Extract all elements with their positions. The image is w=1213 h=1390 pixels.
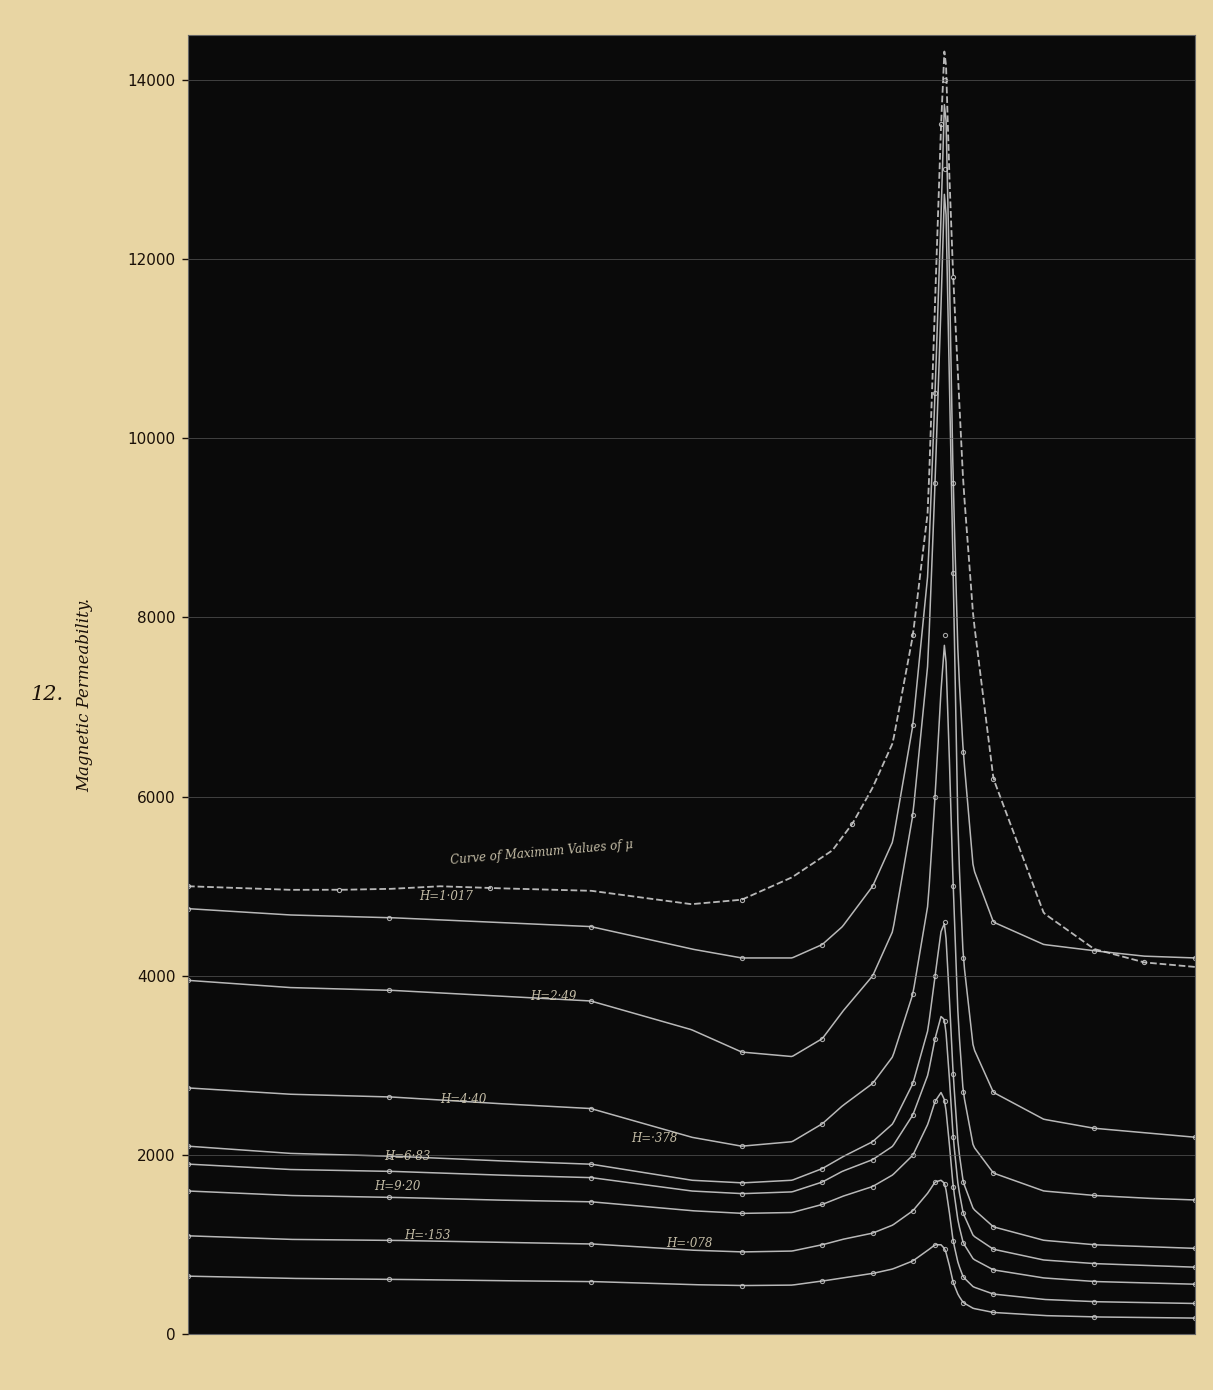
Text: 12.: 12. — [30, 685, 63, 705]
Text: Curve of Maximum Values of μ: Curve of Maximum Values of μ — [450, 838, 633, 867]
Text: Magnetic Permeability.: Magnetic Permeability. — [76, 598, 93, 792]
Text: H=2·49: H=2·49 — [530, 990, 576, 1004]
Text: H=6·83: H=6·83 — [385, 1150, 431, 1162]
Text: H=9·20: H=9·20 — [375, 1180, 421, 1193]
Text: H=·078: H=·078 — [666, 1237, 712, 1250]
Text: H=1·017: H=1·017 — [420, 890, 473, 902]
Text: H=4·40: H=4·40 — [439, 1093, 486, 1106]
Text: H=·378: H=·378 — [631, 1131, 677, 1145]
Text: H=·153: H=·153 — [404, 1229, 451, 1243]
